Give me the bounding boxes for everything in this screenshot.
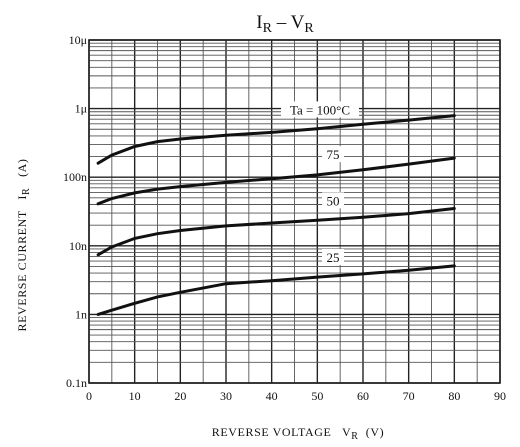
y-axis-label-unit: (A): [15, 158, 29, 187]
title-v: V: [291, 12, 305, 33]
x-tick-label: 80: [448, 389, 460, 403]
chart-title: IR – VR: [256, 12, 314, 36]
grid: [88, 39, 501, 384]
y-tick-label: 1n: [75, 307, 87, 321]
y-tick-label: 10n: [69, 239, 87, 253]
y-axis-label: REVERSE CURRENT IR (A): [15, 158, 32, 331]
series-line: [96, 156, 456, 206]
x-tick-label: 60: [357, 389, 369, 403]
series-line: [96, 114, 456, 165]
series-line: [96, 264, 456, 316]
y-tick-labels: 0.1n 1n 10n 100n 1μ 10μ: [63, 33, 87, 390]
x-tick-label: 0: [86, 389, 92, 403]
x-tick-labels: 0 10 20 30 40 50 60 70 80 90: [86, 389, 506, 403]
series-label-bg: [322, 146, 344, 163]
y-tick-label: 10μ: [69, 33, 87, 47]
x-tick-label: 20: [174, 389, 186, 403]
x-tick-label: 40: [266, 389, 278, 403]
x-tick-label: 90: [494, 389, 506, 403]
x-axis-label-unit: (V): [359, 425, 385, 439]
x-tick-label: 10: [129, 389, 141, 403]
x-tick-label: 70: [403, 389, 415, 403]
series-line: [96, 207, 456, 257]
y-axis-label-sub: R: [21, 188, 32, 195]
x-tick-label: 30: [220, 389, 232, 403]
title-v-sub: R: [304, 21, 314, 36]
series-label: 25: [327, 250, 340, 265]
series-label-bg: [322, 248, 344, 265]
series-label: Ta = 100°C: [290, 102, 350, 117]
x-tick-label: 50: [311, 389, 323, 403]
series-label-bg: [322, 192, 344, 209]
x-axis-label-sub: R: [351, 431, 358, 442]
y-tick-label: 0.1n: [66, 376, 87, 390]
series-label-bg: [281, 101, 359, 118]
series-label: 50: [327, 193, 340, 208]
y-tick-label: 100n: [63, 170, 87, 184]
series-label: 75: [327, 147, 340, 162]
y-axis-label-text: REVERSE CURRENT I: [15, 195, 29, 332]
title-i-sub: R: [263, 21, 273, 36]
x-axis-label-text: REVERSE VOLTAGE V: [212, 425, 352, 439]
title-i: I: [256, 12, 262, 33]
x-axis-label: REVERSE VOLTAGE VR (V): [212, 425, 385, 442]
title-sep: –: [272, 12, 291, 33]
plot-frame: [88, 39, 501, 384]
y-tick-label: 1μ: [75, 102, 87, 116]
series-curves: Ta = 100°C 75 50 25: [96, 101, 456, 316]
